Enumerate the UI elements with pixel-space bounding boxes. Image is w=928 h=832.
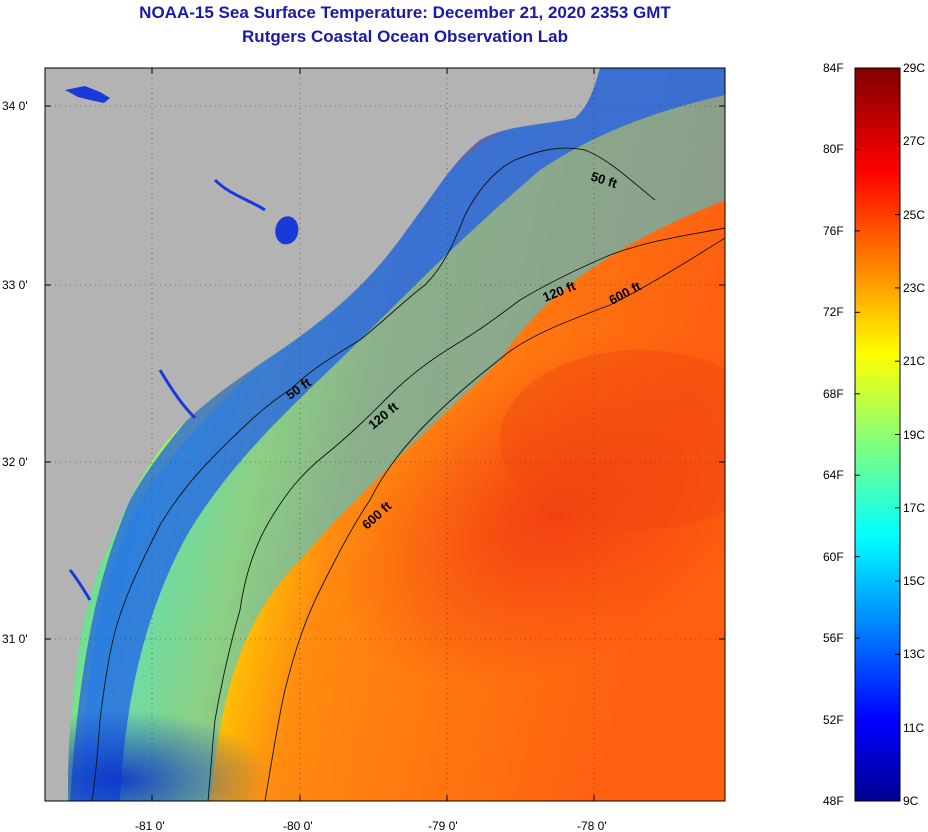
colorbar: [854, 67, 901, 802]
colorbar-c-label: 23C: [903, 280, 926, 295]
map-plot-area: 50 ft 50 ft 120 ft 120 ft 600 ft 600 ft: [45, 68, 725, 801]
colorbar-f-label: 76F: [823, 223, 844, 238]
lake-marion: [275, 216, 299, 245]
contour-600ft: [264, 237, 725, 801]
colorbar-f-label: 68F: [823, 386, 844, 401]
colorbar-c-label: 17C: [903, 500, 926, 515]
inland-water-rivers: [68, 178, 266, 601]
contour-50ft: [91, 147, 656, 801]
map-frame: [44, 67, 726, 802]
colorbar-c-label: 21C: [903, 354, 926, 369]
y-tick-label: 33 0': [2, 278, 28, 292]
y-tick-label: 34 0': [2, 99, 28, 113]
colorbar-c-label: 25C: [903, 207, 926, 222]
gulf-stream-core: [339, 333, 725, 687]
y-tick-label: 31 0': [2, 632, 28, 646]
inland-water-north: [65, 86, 110, 103]
colorbar-f-label: 64F: [823, 468, 844, 483]
colorbar-f-label: 52F: [823, 712, 844, 727]
colorbar-c-label: 27C: [903, 134, 926, 149]
contour-120ft: [207, 227, 725, 801]
x-tick-label: -79 0': [428, 819, 458, 832]
coastal-cold-band: [80, 68, 725, 801]
colorbar-f-label: 72F: [823, 305, 844, 320]
colorbar-f-label: 48F: [823, 794, 844, 808]
x-tick-label: -81 0': [135, 819, 165, 832]
warm-patch: [500, 350, 725, 530]
colorbar-c-label: 29C: [903, 61, 926, 75]
colorbar-c-label: 19C: [903, 427, 926, 442]
x-tick-label: -80 0': [283, 819, 313, 832]
map-subtitle: Rutgers Coastal Ocean Observation Lab: [242, 27, 568, 46]
colorbar-c-label: 9C: [903, 794, 919, 808]
colorbar-c-label: 15C: [903, 574, 926, 589]
colorbar-c-label: 11C: [903, 720, 925, 735]
colorbar-f-label: 56F: [823, 631, 844, 646]
graticule: [45, 68, 725, 801]
colorbar-f-label: 80F: [823, 142, 844, 157]
colorbar-f-label: 60F: [823, 549, 844, 564]
y-tick-label: 32 0': [2, 455, 28, 469]
land-mass: [45, 68, 600, 801]
colorbar-ticks: [855, 67, 900, 802]
colorbar-c-label: 13C: [903, 647, 926, 662]
x-tick-label: -78 0': [577, 819, 607, 832]
map-title: NOAA-15 Sea Surface Temperature: Decembe…: [139, 3, 671, 22]
axis-ticks: [45, 68, 725, 801]
colorbar-f-label: 84F: [823, 61, 844, 75]
